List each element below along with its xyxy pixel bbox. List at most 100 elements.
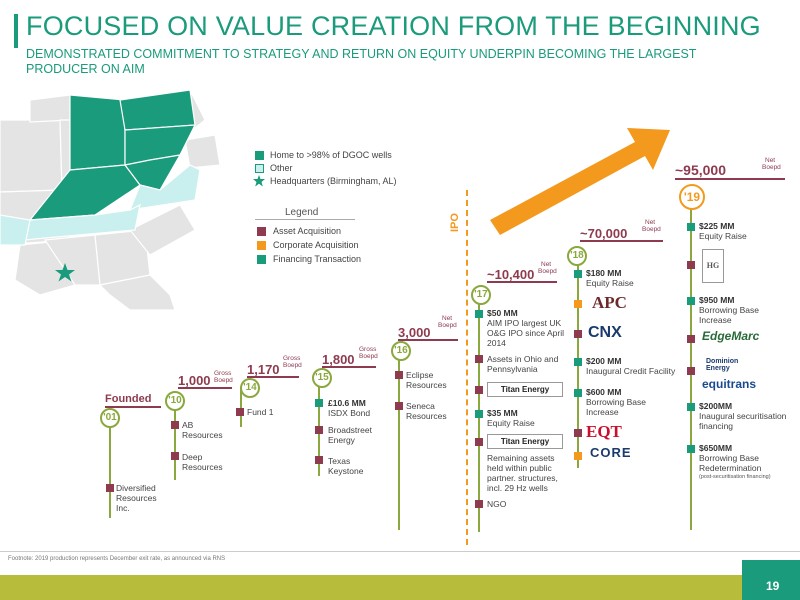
legend-financing: Financing Transaction [273,254,362,264]
asset-swatch [257,227,266,236]
stem-16 [398,350,400,530]
item-broadstreet: Broadstreet Energy [328,425,372,445]
unit-2010-a: Gross [214,370,232,377]
logo-edgemarc: EdgeMarc [702,329,760,343]
corporate-marker [574,300,582,308]
item-credit-facility: $200 MM Inaugural Credit Facility [586,356,676,376]
financing-marker [315,399,323,407]
founded-underline [105,406,161,408]
map-legend-home: Home to >98% of DGOC wells [270,150,392,160]
year-badge-01: '01 [100,408,120,428]
unit-2010-b: Boepd [214,377,233,384]
logo-core: CORE [590,445,632,460]
item-securitisation: $200MM Inaugural securitisation financing [699,401,787,431]
year-badge-10: '10 [165,391,185,411]
financing-marker [574,358,582,366]
legend-asset: Asset Acquisition [273,226,342,236]
financing-marker [687,297,695,305]
asset-marker [574,330,582,338]
item-equity-raise-18: $180 MM Equity Raise [586,268,634,288]
ipo-label: IPO [449,213,461,232]
asset-marker [475,438,483,446]
underline-2014 [247,376,299,378]
corporate-marker [574,452,582,460]
item-isdx-bond: £10.6 MM ISDX Bond [328,398,371,418]
unit-2019-a: Net [765,157,776,164]
production-2015: 1,800 [322,352,355,367]
asset-marker [687,261,695,269]
underline-2018 [580,240,663,242]
asset-marker [475,386,483,394]
item-equity-raise-19: $225 MM Equity Raise [699,221,747,241]
logo-hg: HG [702,249,724,283]
logo-dominion: Dominion Energy [706,358,739,372]
underline-2015 [322,366,376,368]
logo-eqt: EQT [586,422,622,441]
item-deep-resources: Deep Resources [182,452,223,472]
page-number: 19 [766,579,780,593]
item-eclipse: Eclipse Resources [406,370,447,390]
map-legend-hq: Headquarters (Birmingham, AL) [270,176,397,186]
legend-corporate: Corporate Acquisition [273,240,359,250]
unit-2017-b: Boepd [538,268,557,275]
financing-marker [687,445,695,453]
unit-2015-a: Gross [359,346,377,353]
other-swatch [255,164,264,173]
star-icon [253,175,265,187]
financing-marker [687,223,695,231]
unit-2019-b: Boepd [762,164,781,171]
item-ngo: NGO [487,499,507,509]
underline-2016 [398,339,458,341]
asset-marker [475,355,483,363]
year-badge-18: '18 [567,246,587,266]
logo-titan-energy-2: Titan Energy [487,434,563,449]
us-map [0,89,221,310]
unit-2016-a: Net [442,315,453,322]
production-2019: ~95,000 [675,162,726,178]
production-2018: ~70,000 [580,226,628,241]
year-badge-16: '16 [391,341,411,361]
unit-2014-a: Gross [283,355,301,362]
asset-marker [106,484,114,492]
logo-cnx: CNX [588,324,622,341]
financing-marker [574,270,582,278]
item-remaining-assets: Remaining assets held within public part… [487,453,558,493]
item-aim-ipo: $50 MM AIM IPO largest UK O&G IPO since A… [487,308,564,348]
ipo-line [466,190,468,545]
year-badge-14: '14 [240,378,260,398]
item-borrowing-base-18: $600 MM Borrowing Base Increase [586,387,647,417]
year-badge-19: '19 [679,184,705,210]
headquarters-star-icon [55,263,75,282]
unit-2017-a: Net [541,261,552,268]
item-diversified: Diversified Resources Inc. [116,483,157,513]
asset-marker [171,421,179,429]
page-subtitle: DEMONSTRATED COMMITMENT TO STRATEGY AND … [26,47,697,76]
asset-marker [395,371,403,379]
legend-title: Legend [285,207,319,218]
item-equity-raise-17: $35 MM Equity Raise [487,408,535,428]
production-2017: ~10,400 [487,267,535,282]
page-title: FOCUSED ON VALUE CREATION FROM THE BEGIN… [26,11,761,41]
financing-marker [574,389,582,397]
founded-label: Founded [105,393,152,405]
financing-marker [475,310,483,318]
item-seneca: Seneca Resources [406,401,447,421]
underline-2010 [178,387,232,389]
stem-01 [109,418,111,518]
unit-2015-b: Boepd [359,353,378,360]
production-2014: 1,170 [247,362,280,377]
unit-2016-b: Boepd [438,322,457,329]
cagr-arrow [490,128,670,235]
unit-2018-a: Net [645,219,656,226]
stem-10 [174,398,176,480]
item-texas-keystone: Texas Keystone [328,456,364,476]
corporate-swatch [257,241,266,250]
item-redetermination: $650MM Borrowing Base Redetermination [699,443,762,473]
title-accent-bar [14,14,18,48]
item-fund-1: Fund 1 [247,407,274,417]
logo-titan-energy-1: Titan Energy [487,382,563,397]
item-ab-resources: AB Resources [182,420,223,440]
item-redetermination-note: (post-securitisation financing) [699,474,771,480]
asset-marker [171,452,179,460]
underline-2017 [487,281,557,283]
